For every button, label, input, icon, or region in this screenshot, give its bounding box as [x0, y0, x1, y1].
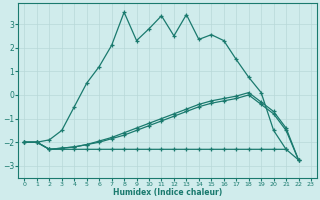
X-axis label: Humidex (Indice chaleur): Humidex (Indice chaleur): [113, 188, 222, 197]
